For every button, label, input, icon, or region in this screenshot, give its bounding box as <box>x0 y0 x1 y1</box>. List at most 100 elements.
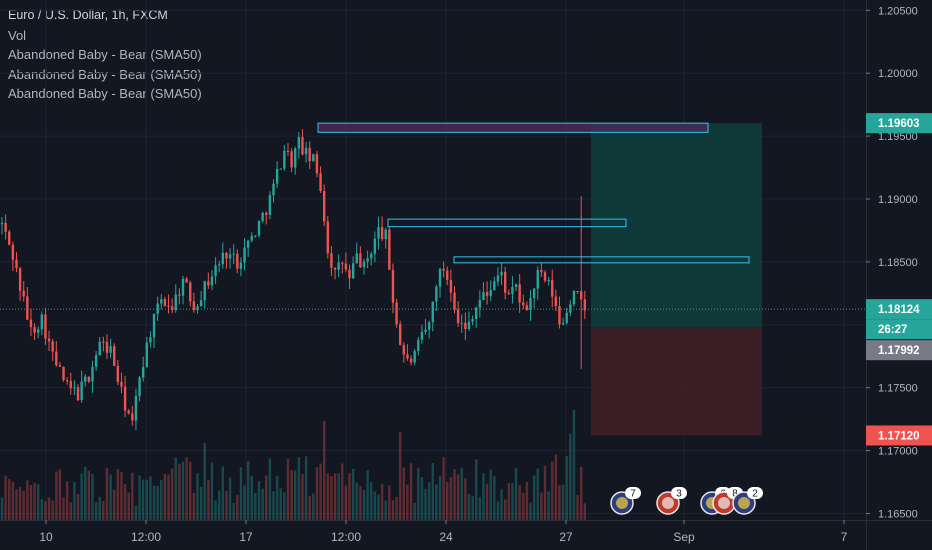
price-label-text: 1.18124 <box>878 304 920 316</box>
volume-bar <box>370 482 373 520</box>
candle <box>294 146 297 175</box>
event-badge <box>625 487 641 499</box>
candle <box>149 331 152 348</box>
candle <box>460 314 463 333</box>
volume-bar <box>40 499 44 520</box>
candle <box>131 405 134 426</box>
volume-bar <box>102 501 105 520</box>
volume-bar <box>105 468 109 520</box>
volume-bar <box>456 474 460 520</box>
candle <box>246 240 250 257</box>
candle <box>257 220 261 238</box>
candle <box>286 143 290 156</box>
price-label: 1.17992 <box>866 340 932 361</box>
candle <box>449 269 453 302</box>
volume-bar <box>160 479 163 520</box>
volume-bar <box>388 485 391 520</box>
volume-bar <box>294 470 297 520</box>
candle <box>181 275 185 305</box>
event-icon-us[interactable]: 3 <box>656 487 687 515</box>
event-icon-eu[interactable]: 7 <box>610 487 641 515</box>
volume-bar <box>478 496 482 520</box>
candle <box>362 258 366 275</box>
profit-zone <box>591 123 762 328</box>
volume-bar <box>547 491 550 520</box>
candle <box>377 216 380 250</box>
indicator-abandoned-baby-2[interactable]: Abandoned Baby - Bear (SMA50) <box>8 66 202 82</box>
volume-bar <box>446 481 449 520</box>
indicator-abandoned-baby-3[interactable]: Abandoned Baby - Bear (SMA50) <box>8 86 202 101</box>
candle <box>192 292 196 313</box>
candle <box>73 380 76 396</box>
volume-bar <box>565 456 568 520</box>
volume-bar <box>37 484 40 520</box>
candle <box>141 356 145 382</box>
candle <box>348 264 351 290</box>
volume-bar <box>536 468 539 520</box>
drawn-rectangle-3[interactable] <box>453 256 750 264</box>
symbol-title[interactable]: Euro / U.S. Dollar, 1h, FXCM <box>8 8 168 22</box>
y-tick-label: 1.20000 <box>878 68 918 80</box>
candle <box>569 300 572 317</box>
volume-bar <box>207 479 210 520</box>
indicator-volume[interactable]: Vol <box>8 27 27 43</box>
candle <box>199 290 203 307</box>
volume-bar <box>11 482 15 520</box>
drawn-rectangle-1[interactable] <box>317 122 709 133</box>
volume-bar <box>167 474 170 520</box>
candle <box>87 376 91 384</box>
volume-bar <box>341 463 344 520</box>
volume-bar <box>377 494 380 520</box>
volume-bar <box>576 494 579 520</box>
volume-bar <box>580 467 583 520</box>
candle <box>366 250 369 269</box>
volume-bar <box>355 482 358 520</box>
candle <box>529 289 532 322</box>
volume-bar <box>362 489 366 520</box>
candle <box>18 266 22 301</box>
volume-bar <box>286 458 290 520</box>
candle <box>406 344 409 361</box>
volume-bar <box>268 458 272 520</box>
candle <box>485 281 489 305</box>
volume-bar <box>15 489 18 520</box>
candle <box>402 342 406 363</box>
volume-bar <box>384 500 387 520</box>
y-tick-label: 1.20500 <box>878 5 918 17</box>
candle <box>540 263 543 278</box>
candle <box>301 129 304 156</box>
volume-bar <box>44 501 47 520</box>
candle <box>312 153 315 162</box>
indicator-abandoned-baby-1[interactable]: Abandoned Baby - Bear (SMA50) <box>8 47 202 62</box>
candle <box>580 196 583 369</box>
volume-bar <box>47 497 51 520</box>
candle <box>442 261 445 278</box>
candle <box>80 370 83 403</box>
candle <box>482 282 485 301</box>
y-tick-label: 1.17500 <box>878 383 918 395</box>
candle <box>478 290 482 318</box>
volume-bar <box>149 476 152 520</box>
drawn-rectangle-2[interactable] <box>387 218 627 228</box>
volume-bar <box>120 472 123 520</box>
volume-bar <box>471 495 474 520</box>
volume-bar <box>395 497 398 520</box>
drawn-rectangles[interactable] <box>317 122 750 264</box>
candle <box>163 296 167 307</box>
candle <box>471 315 474 326</box>
volume-bar <box>123 484 127 520</box>
volume-bar <box>163 473 167 520</box>
event-icon-eu[interactable]: 2 <box>732 487 763 515</box>
candle <box>456 301 460 327</box>
candle <box>120 372 123 394</box>
volume-bar <box>399 432 402 520</box>
candle <box>551 269 554 308</box>
economic-events[interactable]: 73682 <box>610 487 763 515</box>
candle <box>326 216 329 259</box>
candle <box>464 312 467 341</box>
volume-bar <box>178 464 181 520</box>
candle <box>503 267 507 300</box>
candle <box>94 350 98 371</box>
candle <box>359 246 362 269</box>
